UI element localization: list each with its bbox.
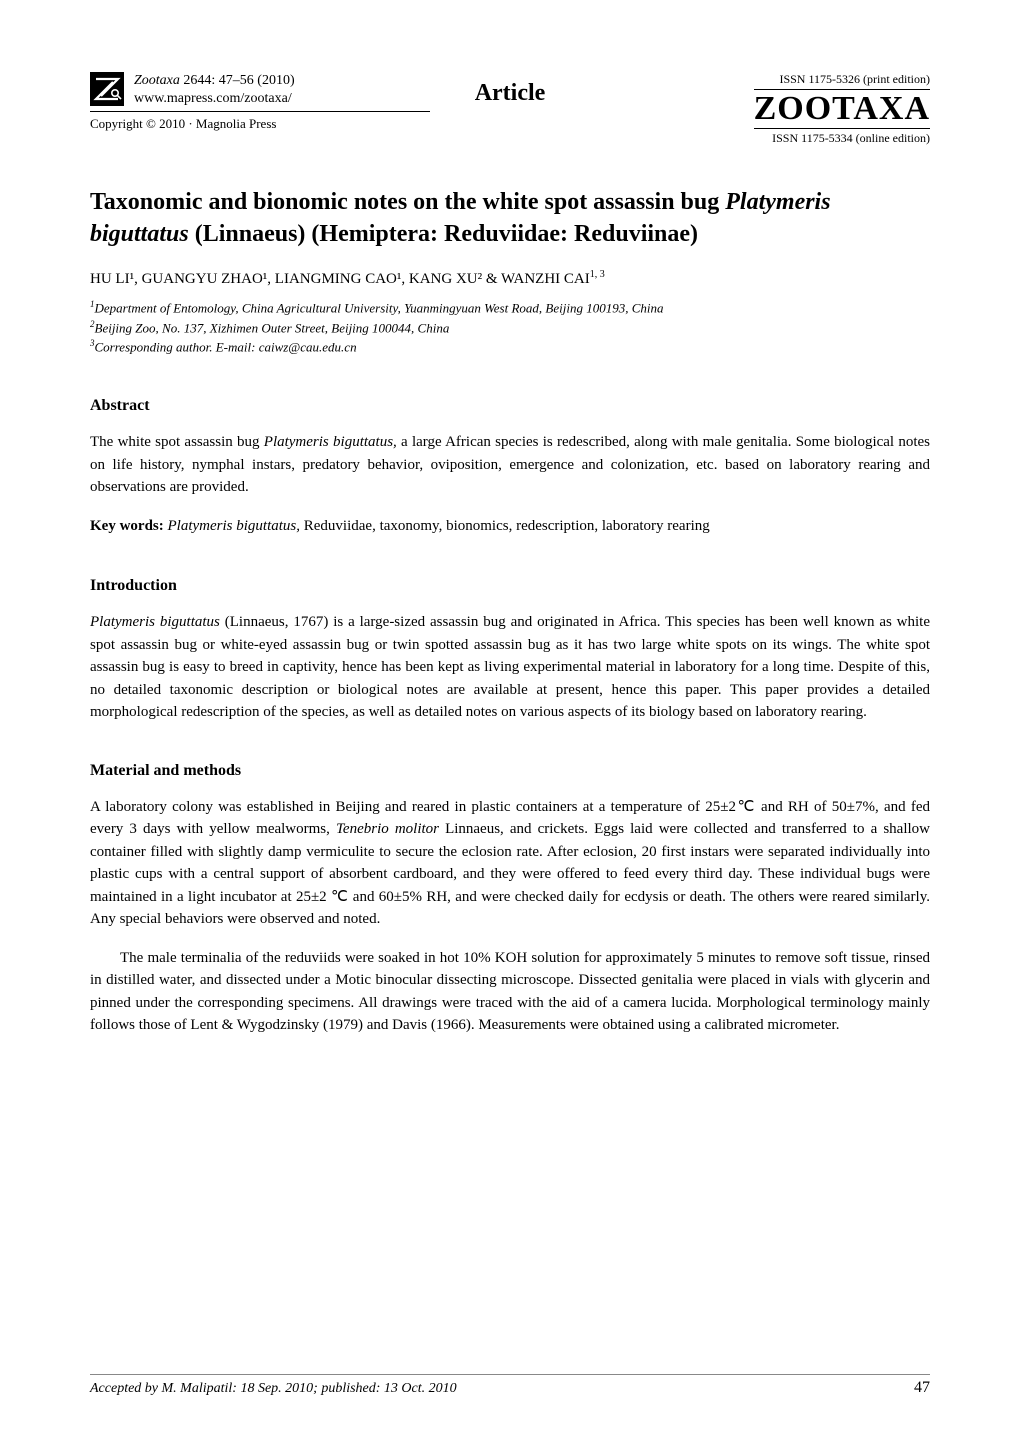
authors-line: HU LI¹, GUANGYU ZHAO¹, LIANGMING CAO¹, K… bbox=[90, 269, 930, 288]
affiliation-2: 2Beijing Zoo, No. 137, Xizhimen Outer St… bbox=[90, 318, 930, 338]
citation-box: Zootaxa 2644: 47–56 (2010) www.mapress.c… bbox=[134, 72, 295, 107]
article-title: Taxonomic and bionomic notes on the whit… bbox=[90, 186, 930, 251]
introduction-paragraph: Platymeris biguttatus (Linnaeus, 1767) i… bbox=[90, 611, 930, 724]
title-post: (Linnaeus) (Hemiptera: Reduviidae: Reduv… bbox=[189, 221, 698, 247]
aff1-text: Department of Entomology, China Agricult… bbox=[95, 300, 664, 315]
keywords-rest: Reduviidae, taxonomy, bionomics, redescr… bbox=[300, 518, 710, 534]
journal-logo-icon bbox=[90, 72, 124, 106]
authors-names: HU LI¹, GUANGYU ZHAO¹, LIANGMING CAO¹, K… bbox=[90, 271, 590, 287]
accepted-line: Accepted by M. Malipatil: 18 Sep. 2010; … bbox=[90, 1381, 457, 1397]
copyright-line: Copyright © 2010 · Magnolia Press bbox=[90, 111, 430, 132]
footer-rule bbox=[90, 1374, 930, 1375]
intro-species: Platymeris biguttatus bbox=[90, 614, 220, 630]
header-right: ISSN 1175-5326 (print edition) ZOOTAXA I… bbox=[754, 72, 930, 146]
citation-detail: 2644: 47–56 (2010) bbox=[180, 73, 295, 88]
methods-p1-species: Tenebrio molitor bbox=[336, 821, 439, 837]
methods-section: Material and methods A laboratory colony… bbox=[90, 762, 930, 1037]
abstract-paragraph: The white spot assassin bug Platymeris b… bbox=[90, 431, 930, 499]
issn-print: ISSN 1175-5326 (print edition) bbox=[754, 72, 930, 90]
affiliations: 1Department of Entomology, China Agricul… bbox=[90, 298, 930, 357]
title-pre: Taxonomic and bionomic notes on the whit… bbox=[90, 189, 725, 215]
footer-row: Accepted by M. Malipatil: 18 Sep. 2010; … bbox=[90, 1379, 930, 1397]
abstract-heading: Abstract bbox=[90, 397, 930, 415]
article-label: Article bbox=[475, 80, 546, 107]
abstract-section: Abstract The white spot assassin bug Pla… bbox=[90, 397, 930, 537]
keywords-line: Key words: Platymeris biguttatus, Reduvi… bbox=[90, 515, 930, 538]
keywords-label: Key words: bbox=[90, 518, 168, 534]
methods-paragraph-2: The male terminalia of the reduviids wer… bbox=[90, 947, 930, 1037]
methods-heading: Material and methods bbox=[90, 762, 930, 780]
keywords-species: Platymeris biguttatus, bbox=[168, 518, 301, 534]
journal-name: Zootaxa bbox=[134, 73, 180, 88]
abstract-p1-species: Platymeris biguttatus, bbox=[264, 434, 397, 450]
page-footer: Accepted by M. Malipatil: 18 Sep. 2010; … bbox=[90, 1374, 930, 1397]
citation-line-1: Zootaxa 2644: 47–56 (2010) bbox=[134, 72, 295, 90]
affiliation-3: 3Corresponding author. E-mail: caiwz@cau… bbox=[90, 337, 930, 357]
introduction-heading: Introduction bbox=[90, 577, 930, 595]
issn-online: ISSN 1175-5334 (online edition) bbox=[754, 128, 930, 146]
methods-paragraph-1: A laboratory colony was established in B… bbox=[90, 796, 930, 931]
journal-url: www.mapress.com/zootaxa/ bbox=[134, 90, 295, 108]
aff2-text: Beijing Zoo, No. 137, Xizhimen Outer Str… bbox=[95, 320, 450, 335]
page: Zootaxa 2644: 47–56 (2010) www.mapress.c… bbox=[0, 0, 1020, 1443]
abstract-p1-pre: The white spot assassin bug bbox=[90, 434, 264, 450]
authors-last-sup: 1, 3 bbox=[590, 269, 605, 280]
aff3-text: Corresponding author. E-mail: caiwz@cau.… bbox=[95, 340, 357, 355]
introduction-section: Introduction Platymeris biguttatus (Linn… bbox=[90, 577, 930, 724]
journal-brand: ZOOTAXA bbox=[754, 92, 930, 126]
affiliation-1: 1Department of Entomology, China Agricul… bbox=[90, 298, 930, 318]
journal-header: Zootaxa 2644: 47–56 (2010) www.mapress.c… bbox=[90, 72, 930, 132]
page-number: 47 bbox=[914, 1379, 930, 1397]
